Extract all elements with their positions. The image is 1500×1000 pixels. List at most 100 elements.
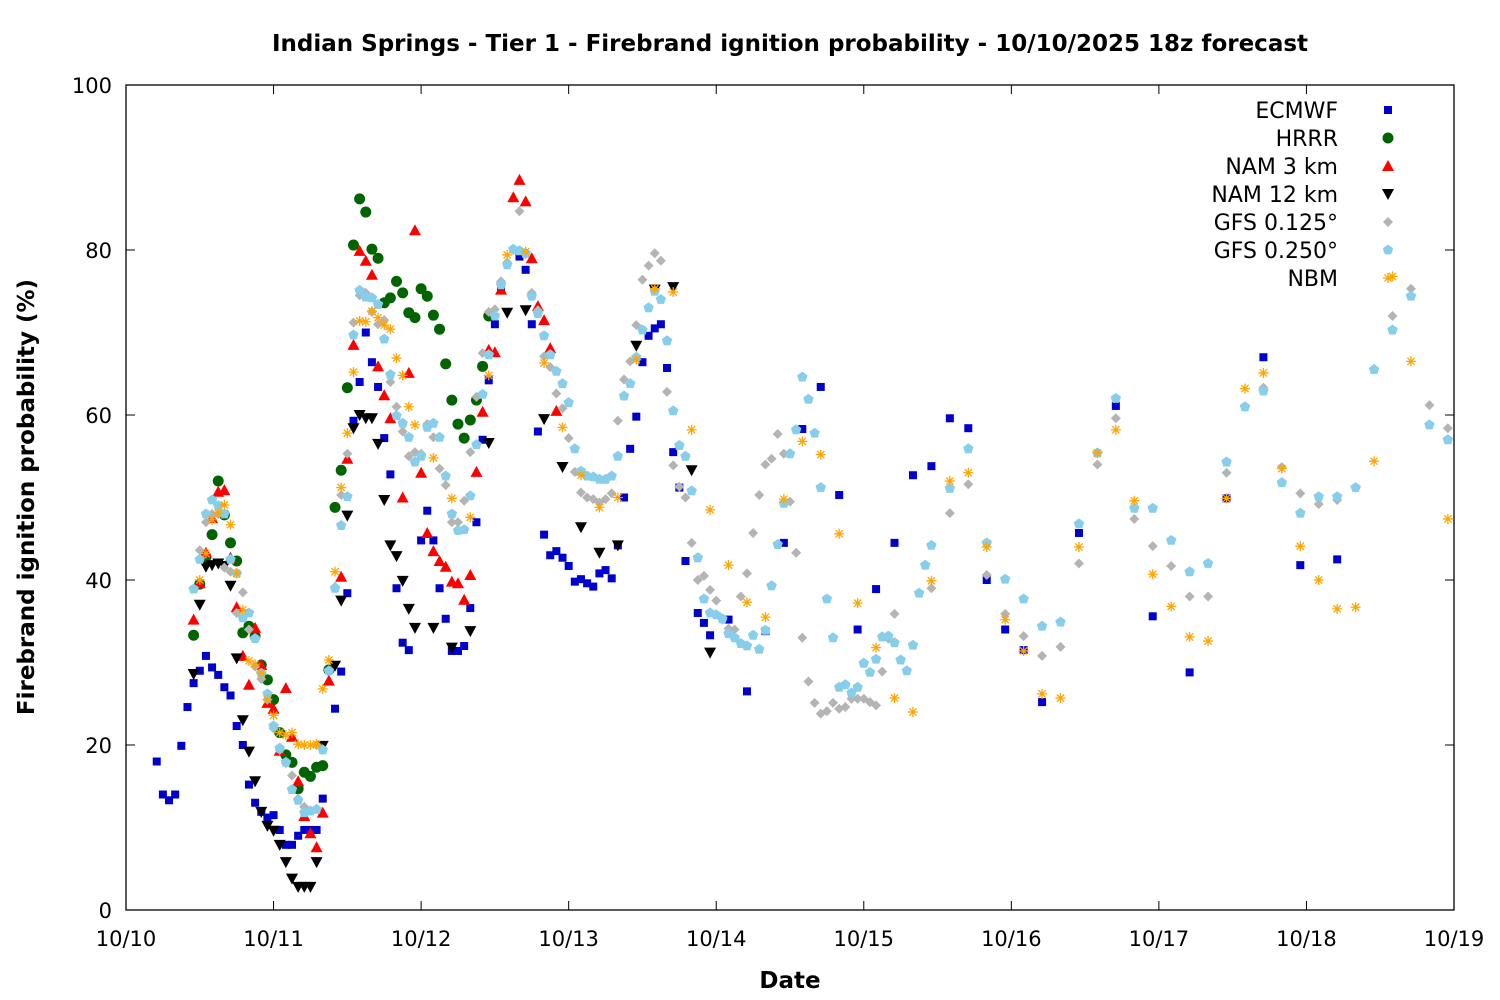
ecmwf-point <box>380 434 389 443</box>
nam-3-km-point <box>439 560 452 572</box>
gfs-0-125-point <box>889 608 900 619</box>
nbm-point <box>1442 513 1453 524</box>
ecmwf-point <box>244 780 253 789</box>
nbm-point <box>1147 569 1158 580</box>
series-nam-12-km <box>187 282 717 893</box>
gfs-0-125-point <box>1295 488 1306 499</box>
gfs-0-250-point <box>477 388 488 399</box>
ecmwf-point <box>318 794 327 803</box>
ecmwf-point <box>699 618 708 627</box>
gfs-0-250-point <box>557 378 568 389</box>
gfs-0-125-point <box>287 770 297 781</box>
hrrr-point <box>397 287 409 299</box>
ecmwf-point <box>1111 401 1120 410</box>
ecmwf-point <box>570 577 579 586</box>
nbm-point <box>778 494 789 505</box>
gfs-0-125-point <box>600 494 611 505</box>
ecmwf-point <box>423 506 432 515</box>
gfs-0-125-point <box>668 460 679 471</box>
nam-3-km-point <box>365 268 378 280</box>
gfs-0-250-point <box>858 657 869 668</box>
gfs-0-250-point <box>840 679 851 690</box>
gfs-0-125-point <box>981 570 992 581</box>
hrrr-point <box>434 323 446 335</box>
nam-3-km-point <box>408 224 421 236</box>
x-tick-label: 10/18 <box>1276 927 1337 951</box>
nam-3-km-point <box>187 613 200 625</box>
gfs-0-125-point <box>791 547 802 558</box>
legend-marker-hrrr <box>1382 132 1394 144</box>
legend-label-gfs-0-125: GFS 0.125° <box>1214 211 1338 236</box>
ecmwf-point <box>417 536 426 545</box>
nbm-point <box>1073 542 1084 552</box>
nam-12-km-point <box>279 857 292 869</box>
nam-12-km-point <box>267 825 280 837</box>
legend-marker-nam-12-km <box>1382 189 1394 200</box>
x-tick-label: 10/13 <box>538 927 599 951</box>
gfs-0-250-point <box>1313 491 1324 502</box>
gfs-0-125-point <box>1166 560 1177 571</box>
nbm-point <box>268 710 279 721</box>
gfs-0-125-point <box>1424 400 1435 411</box>
nam-3-km-point <box>538 314 551 326</box>
nam-3-km-point <box>372 360 385 372</box>
nam-12-km-point <box>402 603 415 615</box>
nbm-point <box>815 449 826 460</box>
nbm-point <box>483 370 494 381</box>
gfs-0-250-point <box>249 633 261 643</box>
gfs-0-250-point <box>323 665 335 676</box>
gfs-0-250-point <box>655 294 667 304</box>
gfs-0-125-point <box>821 706 832 717</box>
ecmwf-point <box>576 575 585 584</box>
gfs-0-250-point <box>354 284 365 295</box>
ecmwf-point <box>398 638 407 647</box>
gfs-0-125-point <box>674 481 685 492</box>
x-tick-label: 10/14 <box>686 927 747 951</box>
gfs-0-125-point <box>1055 641 1066 652</box>
ecmwf-point <box>945 414 954 423</box>
nbm-point <box>668 287 679 298</box>
nam-3-km-point <box>347 338 360 350</box>
nam-3-km-point <box>415 466 428 478</box>
ecmwf-point <box>472 518 481 527</box>
ecmwf-point <box>275 825 284 834</box>
hrrr-point <box>458 432 470 444</box>
gfs-0-250-point <box>624 378 636 389</box>
ecmwf-point <box>650 324 659 333</box>
nbm-point <box>305 740 316 750</box>
nam-12-km-point <box>286 873 298 885</box>
gfs-0-250-point <box>637 324 648 335</box>
gfs-0-250-point <box>200 508 212 519</box>
ecmwf-point <box>515 252 524 261</box>
gfs-0-250-point <box>797 371 808 382</box>
nam-12-km-point <box>341 510 354 522</box>
gfs-0-250-point <box>311 803 322 814</box>
gfs-0-125-point <box>465 447 476 458</box>
legend-marker-gfs-0-250 <box>1382 244 1394 255</box>
nbm-point <box>256 668 267 679</box>
nam-12-km-point <box>685 465 698 477</box>
nbm-point <box>225 519 236 530</box>
gfs-0-250-point <box>458 524 470 535</box>
nam-12-km-point <box>304 881 317 893</box>
ecmwf-point <box>964 424 973 433</box>
nam-3-km-point <box>353 244 366 256</box>
gfs-0-125-point <box>692 575 703 585</box>
nbm-point <box>237 604 248 615</box>
nam-12-km-point <box>593 547 606 559</box>
nbm-point <box>520 246 531 257</box>
gfs-0-125-point <box>840 702 851 713</box>
gfs-0-125-point <box>809 697 820 708</box>
legend-label-ecmwf: ECMWF <box>1255 99 1338 124</box>
gfs-0-250-point <box>698 593 710 604</box>
ecmwf-point <box>1074 528 1083 537</box>
nbm-point <box>981 542 992 552</box>
gfs-0-125-point <box>612 415 623 426</box>
ecmwf-point <box>779 538 788 547</box>
gfs-0-125-point <box>637 274 648 285</box>
gfs-0-250-point <box>1368 364 1380 375</box>
ecmwf-point <box>872 585 881 594</box>
nbm-point <box>575 470 586 481</box>
nam-12-km-point <box>384 540 397 552</box>
gfs-0-125-point <box>1184 591 1195 602</box>
